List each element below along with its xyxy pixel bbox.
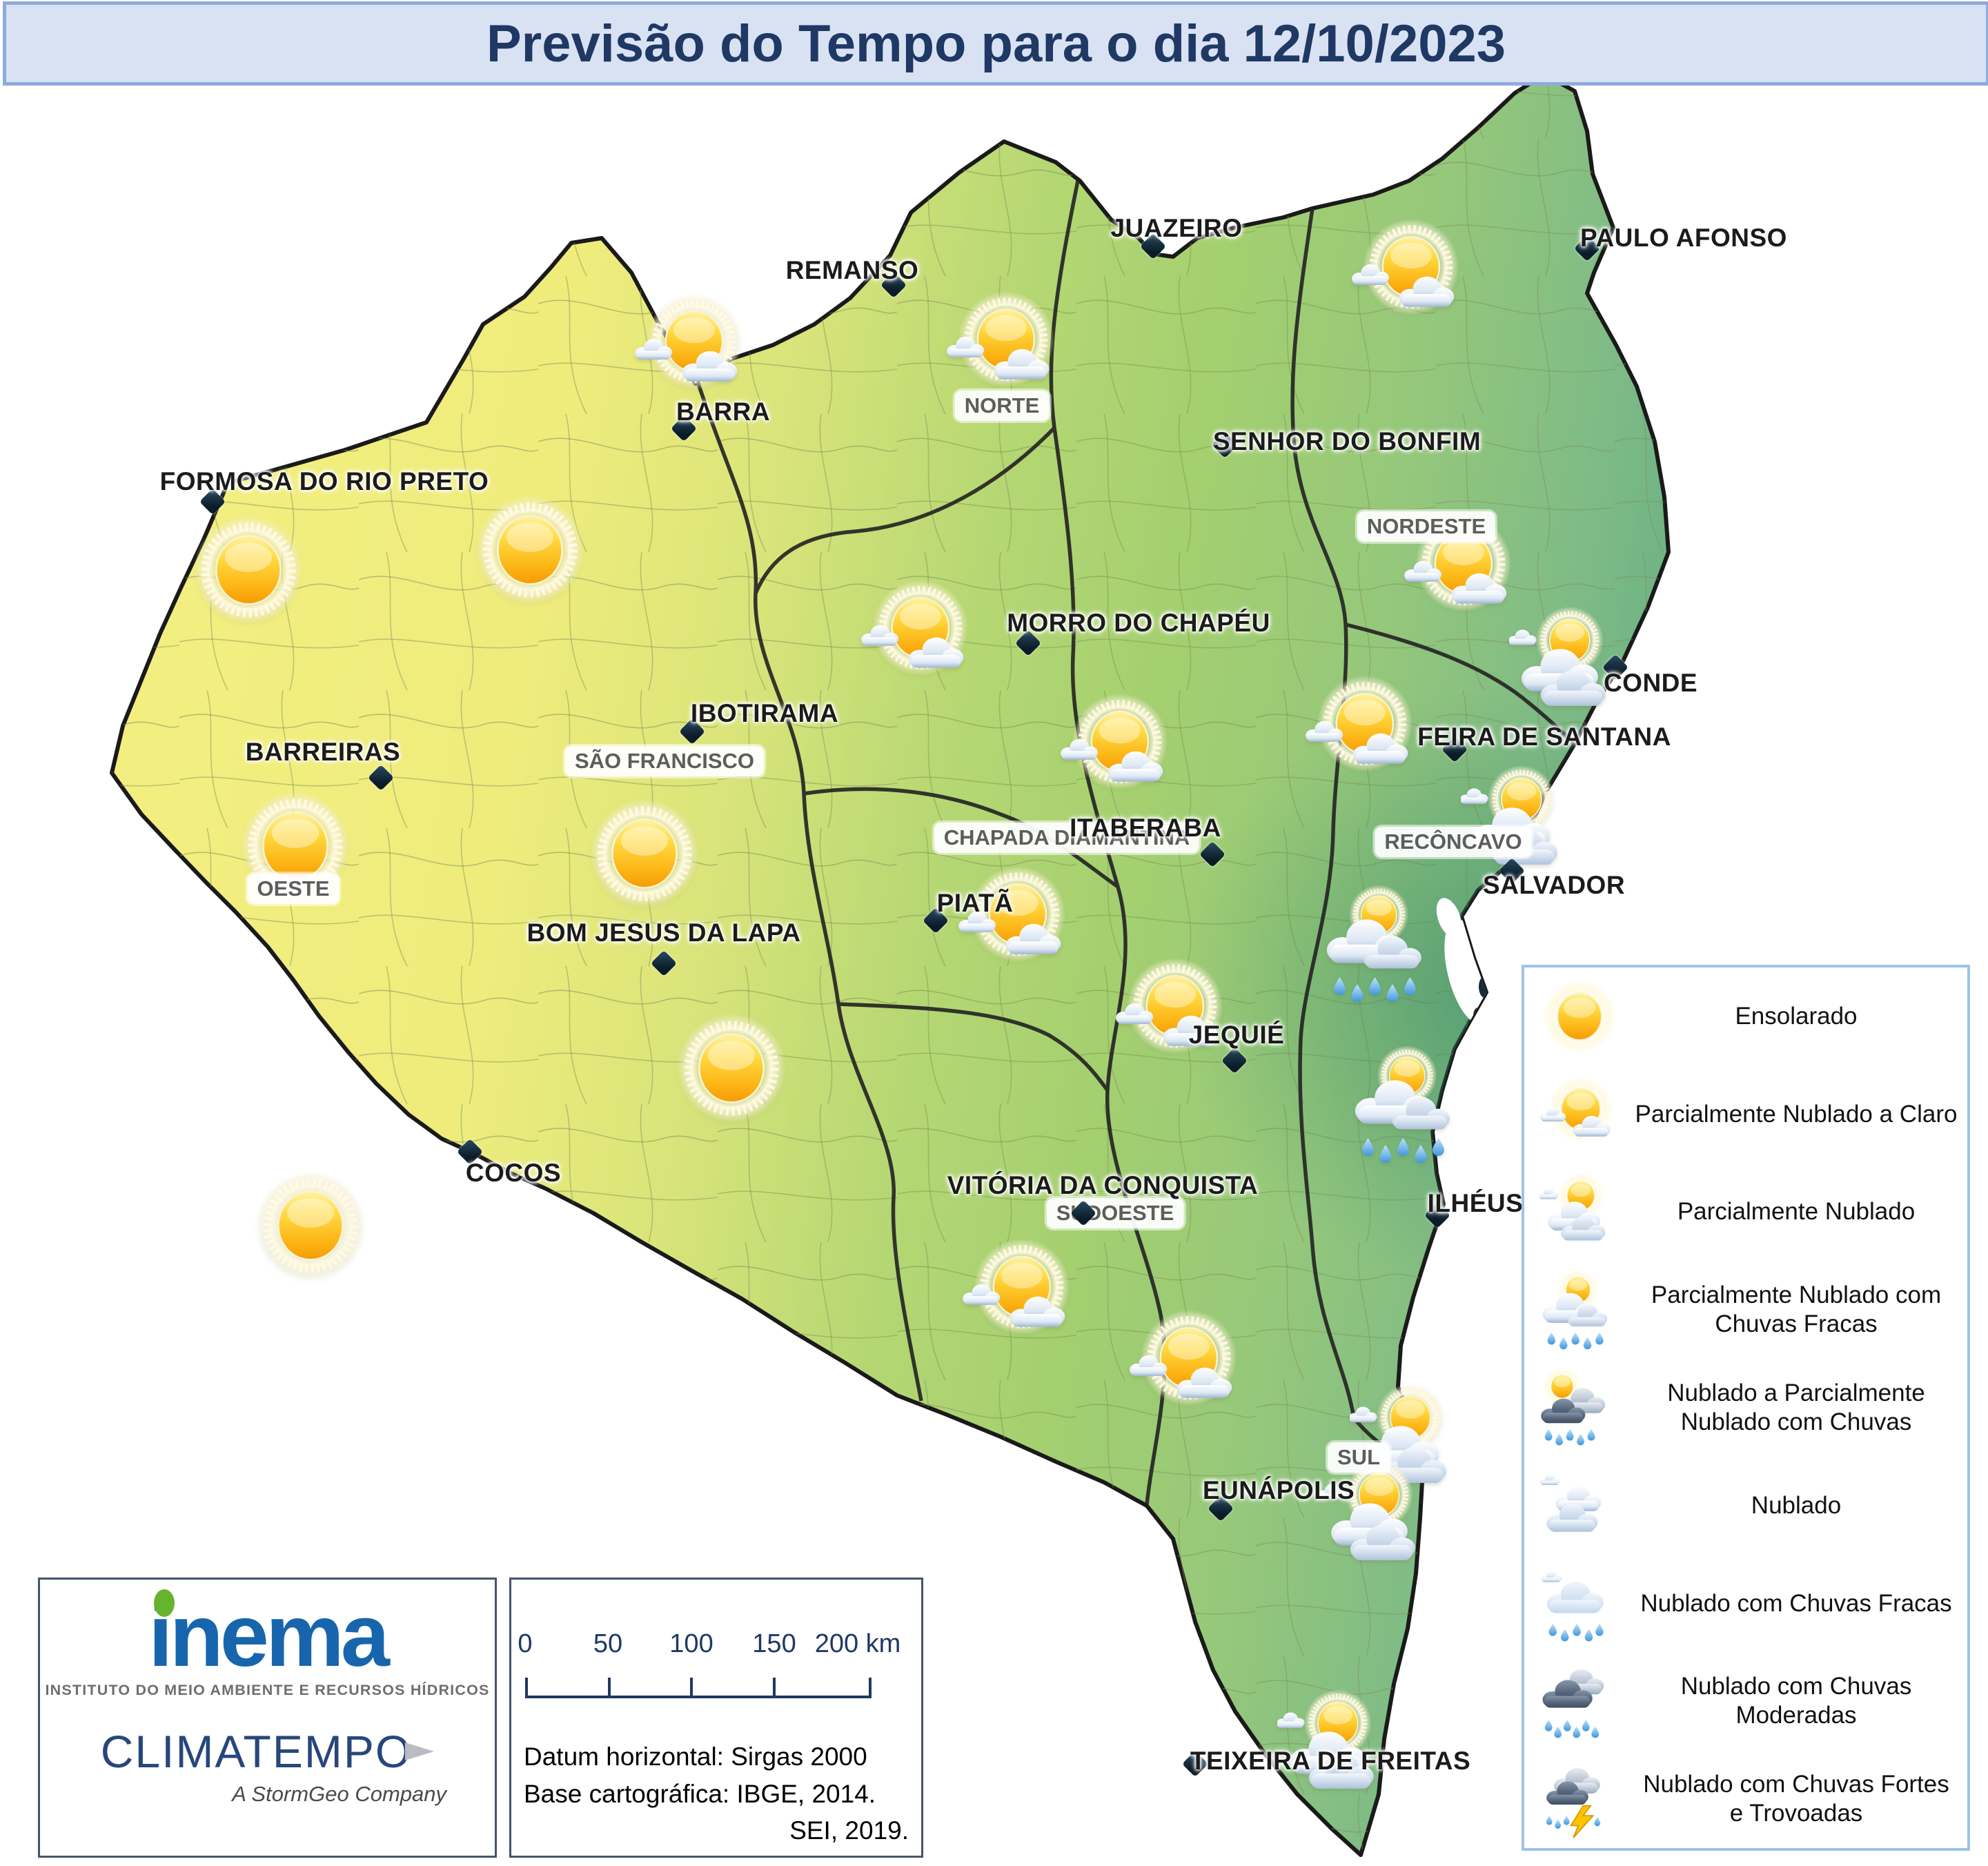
legend-label: Parcialmente Nublado a Claro	[1635, 1100, 1958, 1128]
datum-line-2: Base cartográfica: IBGE, 2014.	[524, 1779, 876, 1808]
legend-row: Nublado com Chuvas Moderadas	[1524, 1652, 1967, 1750]
legend-weather-icon	[1524, 1270, 1635, 1350]
inema-logo: inema	[148, 1589, 390, 1680]
legend-weather-icon	[1524, 1661, 1635, 1741]
inema-wordmark: inema	[148, 1587, 390, 1685]
legend-row: Parcialmente Nublado a Claro	[1524, 1065, 1967, 1163]
territory-borders	[696, 180, 1576, 1505]
scale-tick-label: 150	[752, 1629, 796, 1658]
legend-weather-icon	[1524, 976, 1635, 1057]
legend-label: Nublado a Parcialmente Nublado com Chuva…	[1667, 1379, 1925, 1436]
legend-label: Nublado com Chuvas Moderadas	[1680, 1673, 1912, 1729]
inema-subtitle: INSTITUTO DO MEIO AMBIENTE E RECURSOS HÍ…	[45, 1682, 490, 1698]
legend-weather-icon	[1524, 1564, 1635, 1644]
datum-info: Datum horizontal: Sirgas 2000 Base carto…	[524, 1738, 909, 1849]
legend-row: Nublado	[1524, 1457, 1967, 1555]
scale-tick-label: 200 km	[814, 1629, 901, 1658]
legend-weather-icon	[1524, 1466, 1635, 1546]
climatempo-subtitle: A StormGeo Company	[232, 1782, 446, 1806]
legend-label: Nublado com Chuvas Fortes e Trovoadas	[1643, 1771, 1949, 1827]
inema-leaf-icon	[154, 1589, 175, 1617]
scale-tick-label: 50	[593, 1629, 623, 1658]
legend-row: Nublado com Chuvas Fortes e Trovoadas	[1524, 1750, 1967, 1848]
legend-weather-icon	[1524, 1759, 1635, 1839]
legend-label: Nublado	[1751, 1491, 1842, 1519]
legend-label: Parcialmente Nublado	[1677, 1198, 1916, 1226]
page-title: Previsão do Tempo para o dia 12/10/2023	[486, 14, 1506, 73]
legend-row: Ensolarado	[1524, 968, 1967, 1065]
legend-label: Nublado com Chuvas Fracas	[1640, 1589, 1952, 1617]
legend-label: Ensolarado	[1735, 1002, 1858, 1030]
weather-legend: Ensolarado Parcialmente Nublado a Claro …	[1522, 965, 1970, 1851]
legend-weather-icon	[1524, 1172, 1635, 1252]
scale-box: 0 50 100 150 200 km Datum horizontal: Sirgas…	[509, 1578, 923, 1858]
scale-bar	[525, 1678, 872, 1698]
legend-weather-icon	[1524, 1074, 1635, 1155]
legend-row: Nublado a Parcialmente Nublado com Chuva…	[1524, 1359, 1967, 1457]
legend-row: Parcialmente Nublado	[1524, 1163, 1967, 1261]
scale-tick-label: 0	[518, 1629, 533, 1658]
datum-line-1: Datum horizontal: Sirgas 2000	[524, 1742, 867, 1771]
climatempo-wordmark: CLIMATEMPO	[100, 1726, 413, 1777]
legend-label: Parcialmente Nublado com Chuvas Fracas	[1651, 1281, 1942, 1338]
legend-row: Nublado com Chuvas Fracas	[1524, 1555, 1967, 1653]
credits-box: inema INSTITUTO DO MEIO AMBIENTE E RECUR…	[38, 1578, 497, 1858]
title-bar: Previsão do Tempo para o dia 12/10/2023	[3, 1, 1988, 86]
legend-row: Parcialmente Nublado com Chuvas Fracas	[1524, 1261, 1967, 1359]
legend-weather-icon	[1524, 1368, 1635, 1448]
climatempo-arrow-icon	[405, 1742, 435, 1760]
datum-line-3: SEI, 2019.	[789, 1816, 909, 1845]
scale-tick-label: 100	[669, 1629, 713, 1658]
climatempo-logo: CLIMATEMPO	[100, 1725, 435, 1778]
